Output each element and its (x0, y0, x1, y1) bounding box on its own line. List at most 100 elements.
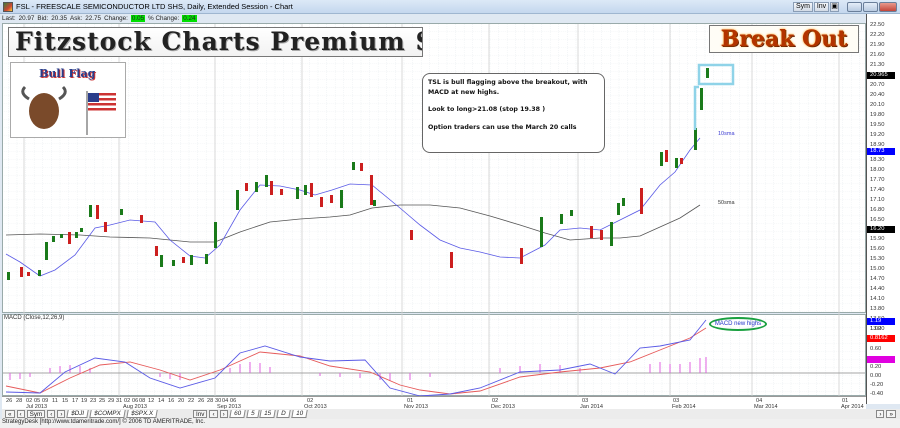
month-label: Apr 2014 (841, 404, 864, 410)
macd-tick: 1.00 (870, 326, 882, 332)
interval-tab-5[interactable]: 5 (245, 410, 259, 418)
breakout-banner: Break Out (709, 25, 859, 53)
scroll-prev-button[interactable]: ‹ (16, 410, 25, 418)
title-bar: FSL - FREESCALE SEMICONDUCTOR LTD SHS, D… (0, 0, 900, 14)
macd-new-highs-note: MACD new highs (709, 317, 767, 331)
macd-label: MACD (Close,12,26,9) (4, 315, 65, 321)
price-axis[interactable]: 22.50 22.20 21.90 21.60 21.30 20.965 20.… (866, 14, 900, 404)
day-tick: 19 (81, 398, 88, 404)
maximize-button[interactable] (863, 2, 878, 12)
price-tick: 14.10 (870, 296, 885, 302)
bottom-toolbar: « ‹ Sym ‹ › $DJI $COMPX $SPX.X Inv ‹ › 6… (2, 409, 900, 419)
sym-prev-button[interactable]: ‹ (47, 410, 56, 418)
price-tick: 19.50 (870, 122, 885, 128)
detach-icon[interactable]: ▣ (830, 2, 839, 12)
price-tick: 20.70 (870, 82, 885, 88)
note-line-1: TSL is bull flagging above the breakout,… (428, 79, 588, 96)
day-tick: 29 (108, 398, 115, 404)
bull-flag-title: Bull Flag (39, 67, 96, 80)
price-tick: 13.80 (870, 306, 885, 312)
price-tick: 16.80 (870, 207, 885, 213)
interval-tab-d[interactable]: D (276, 410, 291, 418)
price-tick: 17.40 (870, 187, 885, 193)
analysis-note: TSL is bull flagging above the breakout,… (422, 73, 605, 153)
day-tick: 14 (158, 398, 165, 404)
month-label: Nov 2013 (404, 404, 428, 410)
sma50-label: 50sma (718, 200, 735, 206)
day-tick: 17 (72, 398, 79, 404)
day-tick: 03 (582, 398, 589, 404)
service-banner: Fitzstock Charts Premium Service (8, 27, 423, 57)
day-tick: 22 (188, 398, 195, 404)
bid-value: 20.35 (51, 15, 68, 22)
interval-tab-15[interactable]: 15 (259, 410, 276, 418)
macd-tick: 0.20 (870, 364, 882, 370)
sma50-tag: 16.20 (867, 226, 895, 233)
price-tick: 15.60 (870, 246, 885, 252)
sym-next-button[interactable]: › (57, 410, 66, 418)
price-tick: 16.50 (870, 217, 885, 223)
price-tick: 21.30 (870, 62, 885, 68)
macd-tick: -0.40 (870, 391, 884, 397)
date-axis: 26 28 02 05 09 11 15 17 19 23 25 29 31 0… (2, 396, 866, 410)
day-tick: 08 (139, 398, 146, 404)
day-tick: 02 (26, 398, 33, 404)
minimize-button[interactable] (847, 2, 862, 12)
signal-value-tag: 0.8162 (867, 335, 895, 342)
day-tick: 02 (492, 398, 499, 404)
close-button[interactable] (879, 2, 897, 12)
day-tick: 28 (16, 398, 23, 404)
pct-change-value: 0.24 (182, 15, 197, 22)
last-label: Last: (2, 15, 16, 22)
symbol-tab-spx[interactable]: $SPX.X (126, 410, 158, 418)
sym-tab-button[interactable]: Sym (26, 410, 46, 418)
pct-change-label: % Change: (148, 15, 180, 22)
price-tick: 19.80 (870, 112, 885, 118)
scroll-next-button[interactable]: › (876, 410, 885, 418)
price-tick: 15.90 (870, 236, 885, 242)
price-tick: 15.00 (870, 266, 885, 272)
sym-button[interactable]: Sym (793, 2, 813, 12)
sma10-label: 10sma (718, 131, 735, 137)
note-line-2: Look to long>21.08 (stop 19.38 ) (428, 106, 546, 113)
inv-tab-button[interactable]: Inv (193, 410, 208, 418)
scroll-last-button[interactable]: » (886, 410, 896, 418)
interval-prev-button[interactable]: ‹ (209, 410, 218, 418)
day-tick: 31 (116, 398, 123, 404)
inv-button[interactable]: Inv (814, 2, 829, 12)
interval-tab-10[interactable]: 10 (291, 410, 308, 418)
interval-next-button[interactable]: › (219, 410, 228, 418)
day-tick: 11 (52, 398, 58, 404)
day-tick: 20 (178, 398, 185, 404)
sma10-tag: 18.73 (867, 148, 895, 155)
day-tick: 25 (99, 398, 106, 404)
month-label: Oct 2013 (304, 404, 327, 410)
change-label: Change: (104, 15, 128, 22)
macd-value-tag: 1.19 (867, 318, 895, 325)
last-price-tag: 20.965 (867, 72, 895, 79)
bid-label: Bid: (37, 15, 49, 22)
day-tick: 15 (62, 398, 69, 404)
scroll-first-button[interactable]: « (5, 410, 15, 418)
price-tick: 17.10 (870, 197, 885, 203)
price-tick: 14.40 (870, 286, 885, 292)
price-tick: 20.10 (870, 102, 885, 108)
interval-tab-60[interactable]: 60 (228, 410, 246, 418)
day-tick: 04 (222, 398, 229, 404)
macd-tick: 0.60 (870, 346, 882, 352)
price-tick: 18.00 (870, 167, 885, 173)
day-tick: 01 (407, 398, 414, 404)
day-tick: 06 (132, 398, 139, 404)
day-tick: 09 (42, 398, 49, 404)
macd-tick: -0.20 (870, 382, 884, 388)
month-label: Mar 2014 (754, 404, 778, 410)
symbol-tab-dji[interactable]: $DJI (66, 410, 90, 418)
macd-tick: 0.00 (870, 373, 882, 379)
day-tick: 04 (756, 398, 763, 404)
day-tick: 05 (34, 398, 41, 404)
candles (7, 68, 709, 280)
month-label: Aug 2013 (123, 404, 147, 410)
symbol-tab-compx[interactable]: $COMPX (89, 410, 126, 418)
day-tick: 26 (198, 398, 205, 404)
